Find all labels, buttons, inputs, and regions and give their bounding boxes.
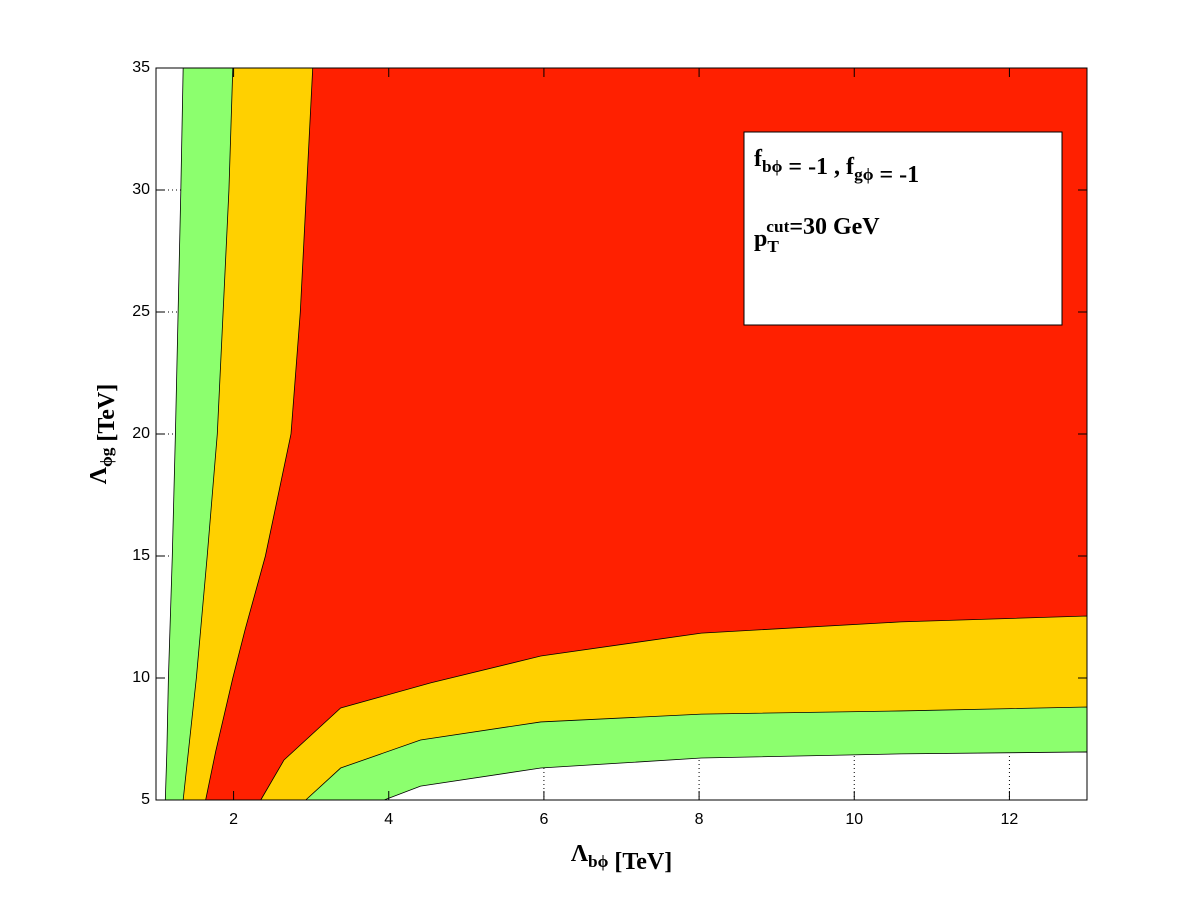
y-tick-label: 15 xyxy=(132,547,150,564)
x-tick-label: 12 xyxy=(1001,811,1019,828)
label-part: p xyxy=(754,226,767,252)
label: Λbϕ [TeV] xyxy=(571,841,672,875)
annotation-box xyxy=(743,131,1063,326)
axes-box xyxy=(155,67,1088,801)
label-part: f xyxy=(754,146,763,172)
x-tick-label: 8 xyxy=(695,811,704,828)
x-tick-label: 6 xyxy=(539,811,548,828)
label: Λϕg [TeV] xyxy=(86,384,120,484)
y-tick-label: 10 xyxy=(132,669,150,686)
label-sup: cut xyxy=(766,217,789,236)
y-tick-label: 25 xyxy=(132,303,150,320)
label-part: =30 GeV xyxy=(789,214,880,240)
y-tick-label: 30 xyxy=(132,181,150,198)
label-part: Λ xyxy=(86,466,112,484)
x-tick-label: 4 xyxy=(384,811,393,828)
label-sub: bϕ xyxy=(588,852,609,871)
label-sub: bϕ xyxy=(762,157,783,176)
label: pTcut=30 GeV xyxy=(754,214,880,256)
label-sub: ϕg xyxy=(97,447,116,467)
label: fbϕ = -1 , fgϕ = -1 xyxy=(754,146,919,188)
label-part: [TeV] xyxy=(94,384,120,448)
x-tick-label: 10 xyxy=(845,811,863,828)
label-sub: T xyxy=(767,237,779,256)
y-tick-label: 20 xyxy=(132,425,150,442)
label-part: Λ xyxy=(571,841,589,867)
label-part: = -1 , f xyxy=(782,154,855,180)
y-tick-label: 35 xyxy=(132,59,150,76)
label-part: = -1 xyxy=(873,162,919,188)
label-sub: gϕ xyxy=(854,165,874,184)
label-part: [TeV] xyxy=(608,849,672,875)
y-tick-label: 5 xyxy=(141,791,150,808)
x-tick-label: 2 xyxy=(229,811,238,828)
